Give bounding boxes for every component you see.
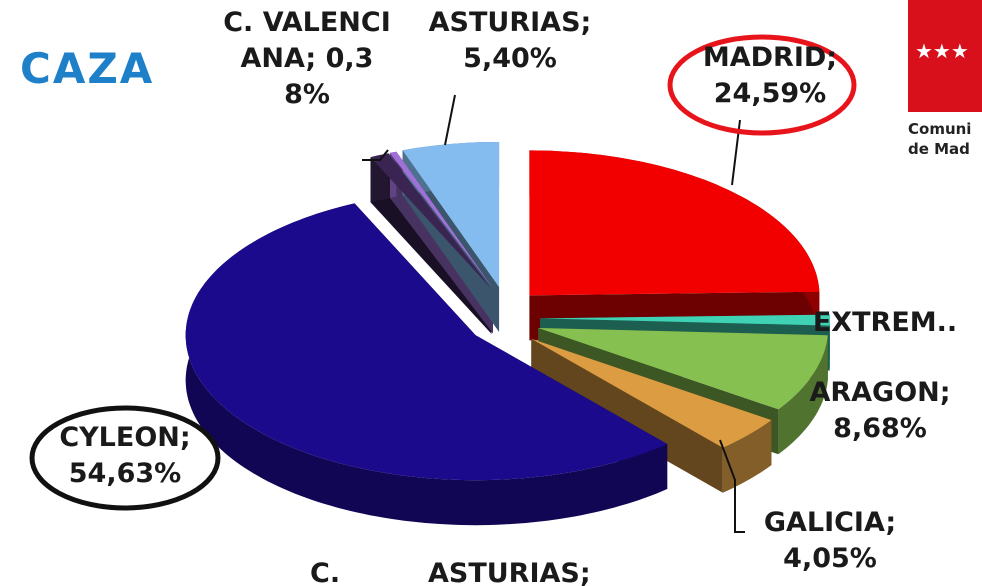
label-name: CYLEON; — [59, 422, 191, 453]
data-label: MADRID; 24,59% — [670, 40, 870, 112]
label-name: C. VALENCIANA; — [223, 7, 391, 74]
logo-stars: ★★★ — [915, 39, 969, 63]
slice — [531, 338, 772, 448]
slice — [540, 314, 830, 326]
pie — [185, 142, 830, 526]
label-value: 5,40% — [463, 43, 557, 74]
data-label: EXTREM.. — [805, 305, 965, 341]
data-label: GALICIA; 4,05% — [740, 505, 920, 577]
label-name: ARAGON; — [809, 377, 951, 408]
overflow-label: C. — [310, 558, 341, 586]
logo-text: Comuni — [908, 120, 972, 138]
slice — [529, 150, 820, 296]
overflow-label: ASTURIAS; — [428, 558, 591, 586]
label-name: GALICIA; — [763, 507, 897, 538]
label-name: MADRID; — [702, 42, 838, 73]
slice — [402, 142, 500, 287]
label-value: 8,68% — [833, 413, 927, 444]
label-value: 24,59% — [713, 78, 827, 109]
highlight-ring — [29, 405, 221, 511]
label-name: EXTREM.. — [812, 307, 958, 338]
slice-side — [722, 420, 772, 493]
slice — [389, 151, 493, 289]
data-label: ASTURIAS; 5,40% — [410, 5, 610, 77]
slice — [538, 328, 828, 410]
slice-side — [778, 335, 828, 455]
slice-side — [531, 338, 723, 493]
slice — [370, 153, 492, 289]
label-name: ASTURIAS; — [428, 7, 592, 38]
label-value: 54,63% — [68, 458, 182, 489]
highlight-ring — [667, 34, 857, 136]
data-label: ARAGON; 8,68% — [790, 375, 970, 447]
slice — [185, 203, 668, 481]
label-value: 4,05% — [783, 543, 877, 574]
data-label: C. VALENCIANA; 0,38% — [221, 5, 393, 113]
slice-side — [185, 203, 668, 526]
title: CAZA — [20, 44, 155, 93]
logo-flag — [908, 0, 982, 112]
label-value: 0,38% — [284, 43, 374, 110]
logo-text: de Mad — [908, 140, 970, 158]
data-label: CYLEON; 54,63% — [35, 420, 215, 492]
